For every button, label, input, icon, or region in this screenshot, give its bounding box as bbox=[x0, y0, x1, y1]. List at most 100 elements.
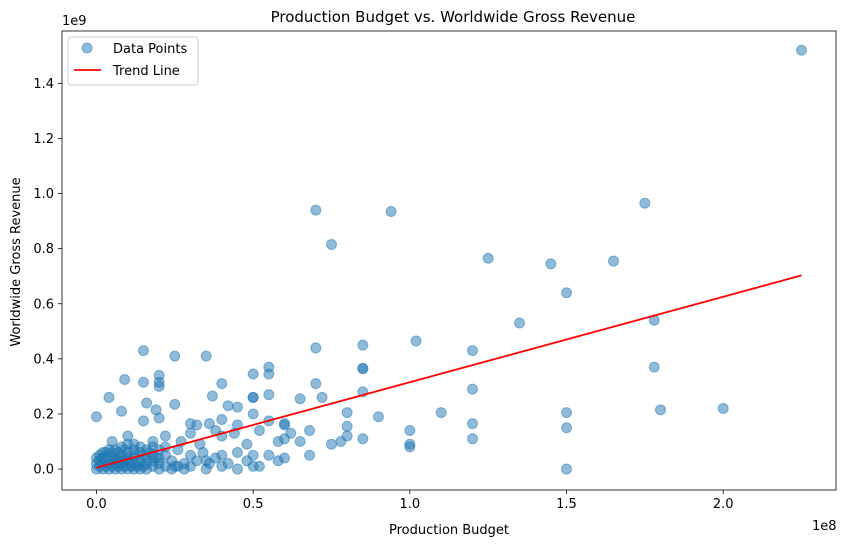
data-point bbox=[191, 419, 203, 431]
y-tick-label: 0.0 bbox=[33, 463, 54, 478]
data-point bbox=[90, 411, 102, 423]
data-point bbox=[247, 408, 259, 420]
data-point bbox=[561, 463, 573, 475]
x-tick-label: 1.5 bbox=[556, 497, 577, 512]
data-point bbox=[206, 390, 218, 402]
y-offset-label: 1e9 bbox=[62, 14, 87, 29]
data-point bbox=[467, 418, 479, 430]
data-point bbox=[137, 345, 149, 357]
x-axis-ticks: 0.0 0.5 1.0 1.5 2.0 bbox=[86, 490, 734, 512]
data-point bbox=[278, 452, 290, 464]
data-point bbox=[241, 438, 253, 450]
data-point bbox=[203, 418, 215, 430]
y-tick-label: 1.2 bbox=[33, 132, 54, 147]
data-point bbox=[247, 391, 259, 403]
data-point bbox=[410, 335, 422, 347]
data-point bbox=[137, 376, 149, 388]
data-point bbox=[216, 449, 228, 461]
legend: Data Points Trend Line bbox=[67, 36, 199, 86]
data-point bbox=[316, 391, 328, 403]
data-point bbox=[648, 361, 660, 373]
data-point bbox=[153, 380, 165, 392]
y-axis-ticks: 0.0 0.2 0.4 0.6 0.8 1.0 1.2 1.4 bbox=[33, 77, 62, 478]
x-tick-label: 0.0 bbox=[86, 497, 107, 512]
data-point bbox=[247, 449, 259, 461]
legend-label-trend-line: Trend Line bbox=[112, 64, 180, 79]
data-point bbox=[561, 287, 573, 299]
data-point bbox=[325, 239, 337, 251]
data-point bbox=[341, 420, 353, 432]
x-tick-label: 1.0 bbox=[399, 497, 420, 512]
data-point bbox=[467, 345, 479, 357]
data-point bbox=[184, 460, 196, 472]
data-point bbox=[263, 368, 275, 380]
data-point bbox=[561, 407, 573, 419]
trend-line-group bbox=[96, 274, 802, 469]
data-point bbox=[216, 378, 228, 390]
data-point bbox=[231, 463, 243, 475]
x-offset-label: 1e8 bbox=[812, 519, 837, 534]
data-point bbox=[116, 405, 128, 417]
data-point bbox=[294, 436, 306, 448]
data-point bbox=[216, 413, 228, 425]
y-tick-label: 0.2 bbox=[33, 407, 54, 422]
data-point bbox=[639, 197, 651, 209]
data-point bbox=[153, 452, 165, 464]
data-point bbox=[200, 463, 212, 475]
data-point bbox=[216, 460, 228, 472]
chart-title: Production Budget vs. Worldwide Gross Re… bbox=[271, 8, 636, 26]
data-point bbox=[717, 402, 729, 414]
data-point bbox=[310, 204, 322, 216]
data-point bbox=[325, 438, 337, 450]
data-point bbox=[263, 389, 275, 401]
data-point bbox=[153, 412, 165, 424]
x-tick-label: 0.5 bbox=[243, 497, 264, 512]
legend-box bbox=[67, 36, 199, 86]
data-point bbox=[514, 317, 526, 329]
data-point bbox=[404, 424, 416, 436]
data-point bbox=[545, 258, 557, 270]
data-point bbox=[304, 449, 316, 461]
data-point bbox=[310, 342, 322, 354]
data-point bbox=[467, 433, 479, 445]
x-tick-label: 2.0 bbox=[713, 497, 734, 512]
data-point bbox=[119, 374, 131, 386]
data-point bbox=[435, 407, 447, 419]
data-point bbox=[278, 419, 290, 431]
trend-line bbox=[96, 274, 802, 469]
data-point bbox=[341, 430, 353, 442]
data-point bbox=[341, 407, 353, 419]
data-point bbox=[103, 391, 115, 403]
legend-label-data-points: Data Points bbox=[113, 42, 187, 57]
x-axis-title: Production Budget bbox=[389, 523, 509, 538]
data-point bbox=[184, 427, 196, 439]
data-point bbox=[169, 398, 181, 410]
data-point bbox=[141, 397, 153, 409]
data-point bbox=[655, 404, 667, 416]
data-point bbox=[561, 422, 573, 434]
data-point bbox=[231, 401, 243, 413]
data-point bbox=[159, 430, 171, 442]
data-point bbox=[253, 424, 265, 436]
data-point bbox=[404, 441, 416, 453]
y-axis-title: Worldwide Gross Revenue bbox=[9, 177, 24, 346]
data-point bbox=[247, 368, 259, 380]
data-point bbox=[796, 44, 808, 56]
data-point bbox=[482, 252, 494, 264]
data-point bbox=[372, 411, 384, 423]
y-tick-label: 1.0 bbox=[33, 187, 54, 202]
data-point bbox=[357, 339, 369, 351]
data-point bbox=[357, 433, 369, 445]
data-point bbox=[200, 350, 212, 362]
data-point bbox=[357, 363, 369, 374]
y-tick-label: 0.4 bbox=[33, 352, 54, 367]
data-point bbox=[263, 449, 275, 461]
data-point bbox=[310, 378, 322, 390]
data-point bbox=[294, 393, 306, 405]
data-point bbox=[231, 447, 243, 459]
data-point bbox=[169, 350, 181, 362]
data-point bbox=[608, 255, 620, 267]
data-point bbox=[247, 460, 259, 472]
y-tick-label: 0.8 bbox=[33, 242, 54, 257]
